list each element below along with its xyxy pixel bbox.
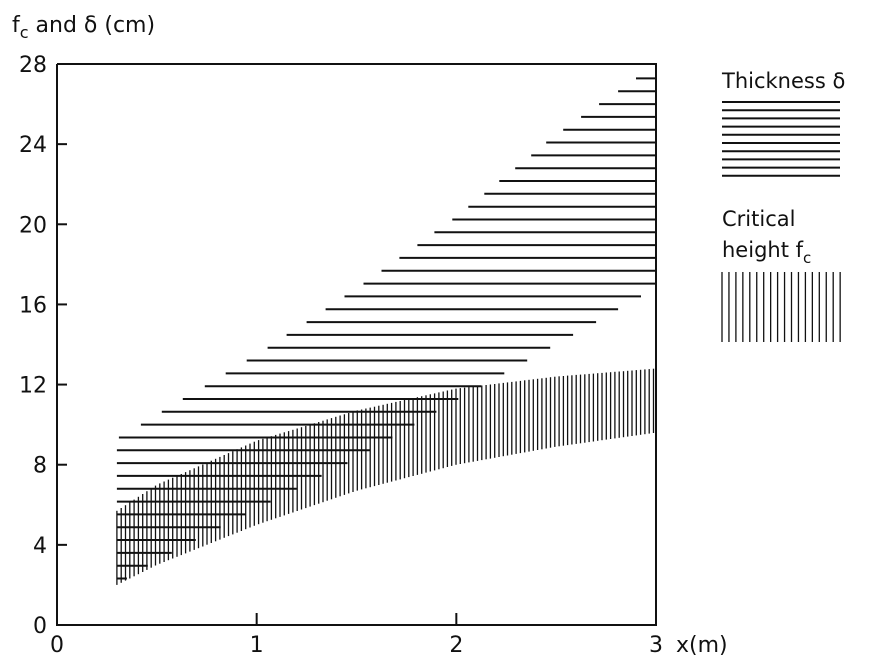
x-tick-label: 3: [649, 633, 663, 658]
legend-swatch-critical: [721, 272, 841, 342]
y-tick-label: 12: [19, 374, 47, 399]
x-tick-label: 2: [449, 633, 463, 658]
hatch-layer: [116, 77, 656, 585]
legend-swatch-thickness: [722, 101, 840, 177]
legend-label-critical-line2: height fc: [722, 238, 811, 267]
y-tick-label: 20: [19, 213, 47, 238]
legend-label-critical-line1: Critical: [722, 207, 795, 231]
y-axis-label-rest: and δ (cm): [29, 13, 156, 38]
legend-label-critical-sub: c: [803, 249, 811, 267]
y-tick-label: 28: [19, 53, 47, 78]
x-tick-label: 1: [250, 633, 264, 658]
y-tick-label: 0: [33, 614, 47, 639]
thickness-band: [116, 77, 656, 580]
y-tick-label: 4: [33, 534, 47, 559]
y-axis-label-sub: c: [20, 23, 29, 42]
legend-label-thickness: Thickness δ: [721, 69, 845, 93]
x-tick-label: 0: [50, 633, 64, 658]
y-tick-label: 16: [19, 293, 47, 318]
x-axis-label: x(m): [676, 633, 728, 658]
legend-label-critical-main: height f: [722, 238, 804, 262]
y-tick-label: 24: [19, 133, 47, 158]
y-tick-label: 8: [33, 454, 47, 479]
y-axis-label-main: f: [12, 13, 21, 38]
y-axis-label: fc and δ (cm): [12, 13, 155, 42]
legend: Thickness δ Critical height fc: [721, 69, 845, 342]
critical-height-band: [116, 368, 655, 585]
